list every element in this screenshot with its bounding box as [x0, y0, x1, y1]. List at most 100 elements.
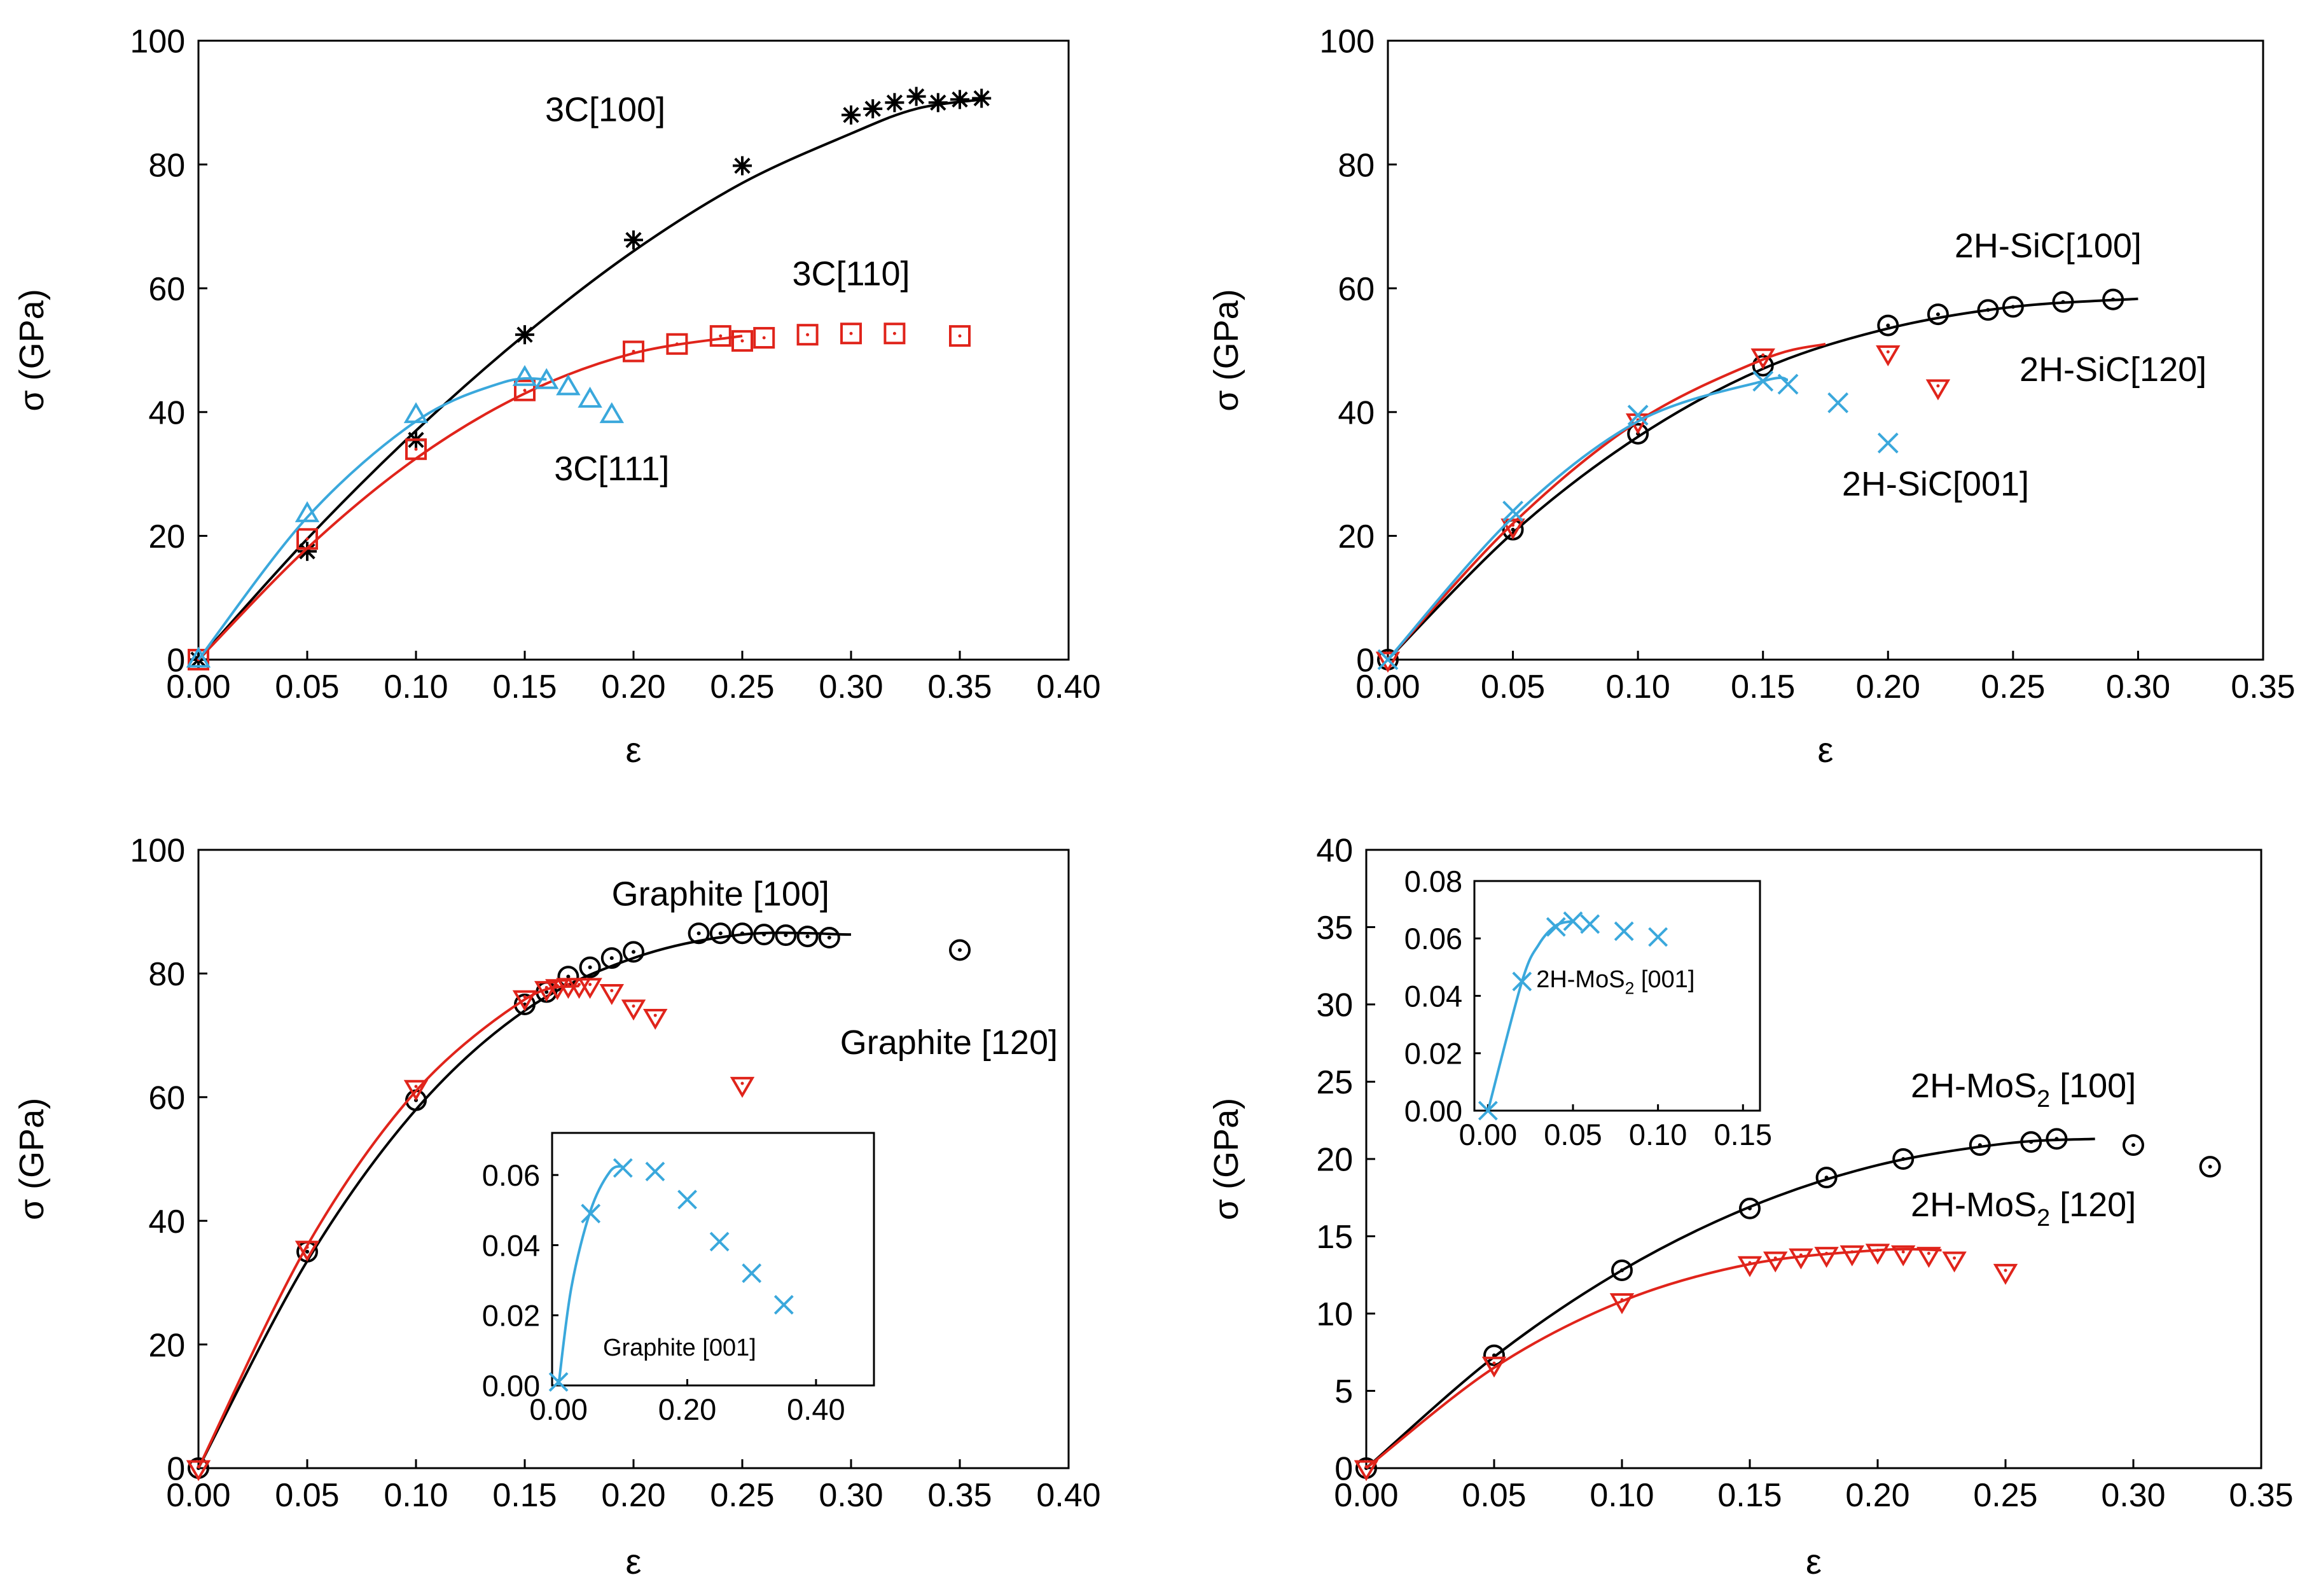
annotation-label: Graphite [100]	[612, 875, 829, 913]
x-tick-label: 0.25	[1981, 669, 2045, 705]
marker-dot	[197, 1465, 200, 1469]
x-tick-label: 0.20	[658, 1392, 716, 1426]
marker-square	[666, 333, 688, 355]
marker-triangle-down	[403, 1079, 429, 1101]
x-tick-label: 0.10	[384, 1477, 448, 1514]
marker-dot	[1773, 1256, 1777, 1260]
plot-frame	[1387, 39, 2264, 661]
x-tick-label: 0.35	[2229, 1477, 2293, 1514]
marker-dot	[827, 936, 831, 940]
marker-dot	[632, 950, 635, 954]
marker-triangle-down	[294, 1240, 320, 1262]
marker-circle	[2020, 1131, 2042, 1153]
chart-panel-d: 0.00 0.05 0.10 0.15 0.20 0.25 0.30 0.3505101520…	[1207, 833, 2294, 1581]
marker-triangle-down	[1839, 1245, 1865, 1266]
x-tick-label: 0.00	[1459, 1118, 1517, 1151]
marker-stroke	[886, 94, 903, 111]
marker-triangle-down	[1789, 1248, 1813, 1270]
y-tick-label: 25	[1316, 1064, 1353, 1101]
y-tick-label: 80	[1338, 147, 1375, 184]
marker-square	[731, 330, 753, 352]
y-tick-label: 0	[1334, 1451, 1353, 1488]
marker-circle	[1739, 1197, 1761, 1219]
marker-dot	[892, 331, 896, 335]
chart-panel-c: 0.00 0.05 0.10 0.15 0.20 0.25 0.30 0.35 0.40 0 20 4…	[13, 833, 1101, 1581]
y-tick-label: 20	[148, 1327, 185, 1364]
x-tick-label: 0.15	[1717, 1477, 1782, 1514]
marker-stroke	[1580, 914, 1600, 934]
marker-stroke	[1614, 921, 1634, 941]
annotation-label: Graphite [001]	[603, 1335, 756, 1361]
marker-stroke	[1877, 433, 1899, 454]
marker-circle	[1483, 1344, 1505, 1366]
marker-triangle-down	[621, 999, 646, 1021]
marker-stroke	[548, 1372, 569, 1392]
fit-curve	[197, 931, 852, 1469]
marker-dot	[1978, 1143, 1982, 1148]
y-tick-label: 0.04	[1404, 979, 1462, 1013]
annotation-subscript: 2	[2037, 1086, 2050, 1113]
fit-curve	[197, 377, 547, 661]
y-tick-label: 40	[1316, 833, 1353, 870]
marker-dot	[555, 984, 559, 988]
marker-dot	[414, 447, 418, 451]
marker-dot	[609, 956, 614, 961]
y-tick-label: 40	[148, 395, 185, 432]
marker-dot	[849, 331, 853, 335]
marker-circle	[2002, 296, 2024, 318]
fit-curve	[197, 984, 579, 1469]
marker-stroke	[973, 90, 990, 107]
marker-dot	[544, 990, 549, 994]
marker-dot	[2029, 1140, 2033, 1144]
inset-chart: 0.00 0.20 0.40 0.00 0.02 0.04 0.06 Graphite [00…	[482, 1132, 875, 1426]
series-graphite-100-	[188, 922, 971, 1479]
marker-triangle-down	[1890, 1245, 1916, 1266]
marker-square	[514, 379, 536, 401]
x-tick-label: 0.00	[529, 1392, 587, 1426]
marker-stroke	[742, 1263, 762, 1283]
marker-dot	[2011, 305, 2015, 309]
marker-square	[840, 323, 862, 345]
marker-circle	[2123, 1134, 2144, 1156]
marker-square	[623, 340, 644, 363]
marker-stroke	[908, 88, 925, 105]
marker-circle	[688, 922, 710, 945]
marker-triangle-down	[1481, 1356, 1507, 1378]
inset-chart: 0.00 0.05 0.10 0.15 0.00 0.02 0.04 0.06 0.08 2H-M…	[1404, 864, 1772, 1151]
marker-triangle-down	[1763, 1251, 1788, 1273]
marker-dot	[2061, 300, 2065, 304]
marker-stroke	[299, 543, 315, 560]
marker-dot	[1936, 384, 1940, 388]
annotation-suffix: [120]	[2050, 1186, 2136, 1224]
marker-triangle-down	[1500, 518, 1525, 540]
marker-stroke	[930, 94, 946, 111]
x-tick-label: 0.35	[927, 1477, 992, 1514]
marker-dot	[566, 983, 570, 987]
y-axis-label: σ (GPa)	[13, 1098, 51, 1220]
x-tick-label: 0.10	[1629, 1118, 1687, 1151]
annotation-label: 3C[110]	[792, 254, 910, 293]
marker-dot	[1492, 1353, 1496, 1357]
y-tick-label: 0.04	[482, 1228, 540, 1262]
y-tick-label: 100	[130, 833, 185, 870]
y-tick-label: 100	[1319, 24, 1375, 60]
x-axis-label: ε	[1818, 730, 1834, 770]
marker-dot	[2054, 1137, 2059, 1141]
marker-dot	[1825, 1251, 1829, 1255]
marker-triangle-down	[1814, 1247, 1839, 1268]
x-tick-label: 0.35	[927, 669, 992, 705]
marker-circle	[1877, 314, 1899, 337]
marker-dot	[1986, 308, 1990, 312]
marker-dot	[805, 934, 810, 939]
y-tick-label: 20	[1338, 518, 1375, 555]
marker-triangle-down	[599, 984, 625, 1006]
y-axis-label: σ (GPa)	[13, 289, 51, 411]
y-tick-label: 10	[1316, 1296, 1353, 1333]
marker-dot	[740, 339, 744, 343]
x-axis-label: ε	[626, 1541, 642, 1581]
marker-stroke	[1627, 405, 1649, 426]
marker-circle	[1611, 1259, 1633, 1281]
marker-stroke	[581, 1204, 601, 1224]
annotation-label: 3C[111]	[554, 450, 669, 488]
